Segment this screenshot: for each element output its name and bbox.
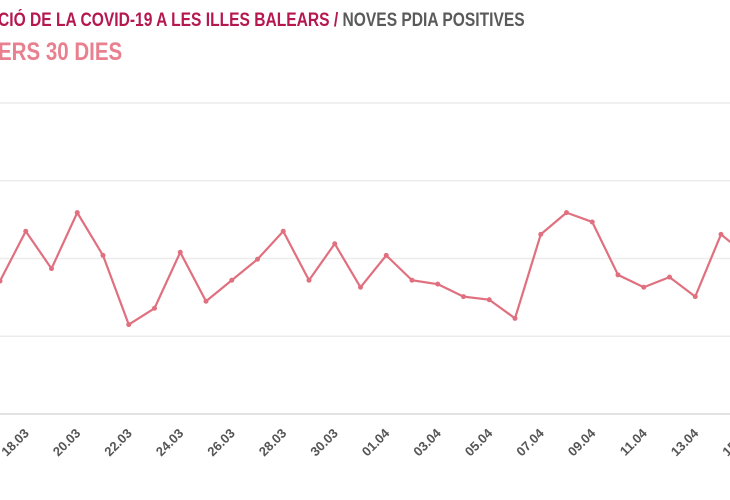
data-point[interactable] [692,294,698,300]
data-point[interactable] [409,277,415,283]
x-tick-label: 18.03 [0,426,32,460]
chart-title: CIÓ DE LA COVID-19 A LES ILLES BALEARS /… [0,10,525,32]
x-tick-label: 13.04 [668,425,702,459]
x-tick-label: 24.03 [153,426,187,460]
data-point[interactable] [641,284,647,290]
data-point[interactable] [383,252,389,258]
data-point[interactable] [255,256,260,262]
data-point[interactable] [615,272,621,278]
title-sub: NOVES PDIA POSITIVES [342,10,525,31]
data-point[interactable] [306,277,312,283]
title-separator: / [329,10,343,31]
x-tick-label: 07.04 [513,425,547,459]
data-point[interactable] [512,315,518,321]
x-tick-label: 05.04 [462,425,496,459]
x-tick-label: 01.04 [359,425,393,459]
data-point[interactable] [126,322,132,328]
data-point[interactable] [435,281,441,287]
title-main: CIÓ DE LA COVID-19 A LES ILLES BALEARS [0,10,330,31]
x-tick-label: 09.04 [565,425,599,459]
data-point[interactable] [589,219,595,225]
data-point[interactable] [538,231,544,237]
data-point[interactable] [358,284,363,290]
x-tick-label: 30.03 [307,426,341,460]
chart-subtitle: ERS 30 DIES [0,38,123,66]
data-point[interactable] [203,298,209,304]
x-tick-label: 26.03 [204,426,238,460]
data-point[interactable] [461,294,466,300]
data-point[interactable] [152,305,157,311]
x-tick-label: 15.04 [719,425,730,459]
data-point[interactable] [280,228,286,234]
x-tick-label: 22.03 [101,426,135,460]
data-point[interactable] [23,228,29,234]
data-point[interactable] [718,231,724,237]
data-point[interactable] [667,274,672,280]
x-tick-label: 20.03 [50,426,84,460]
data-point[interactable] [0,278,3,284]
data-point[interactable] [229,277,235,283]
data-point[interactable] [486,297,492,303]
x-tick-label: 03.04 [410,425,444,459]
series-line [0,211,730,326]
data-point[interactable] [100,252,106,258]
data-point[interactable] [332,241,338,247]
x-tick-label: 28.03 [256,426,290,460]
x-tick-label: 11.04 [617,425,651,459]
data-point[interactable] [49,266,54,272]
data-point[interactable] [564,210,569,216]
data-point[interactable] [74,210,80,216]
data-point[interactable] [177,249,183,255]
